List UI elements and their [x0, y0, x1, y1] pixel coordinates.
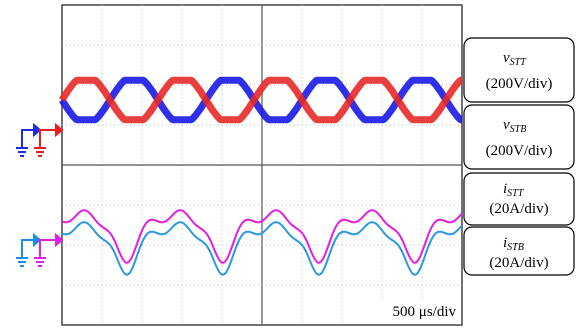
label-subscript: STT [510, 57, 528, 68]
label-scale: (20A/div) [489, 255, 548, 271]
label-subscript: STB [507, 242, 524, 253]
figure: vSTT(200V/div)vSTB(200V/div)iSTT(20A/div… [0, 0, 577, 330]
label-scale: (200V/div) [486, 76, 553, 92]
label-subscript: STB [510, 124, 527, 135]
label-box [464, 105, 574, 169]
label-box [464, 38, 574, 102]
label-subscript: STT [507, 188, 525, 199]
label-scale: (20A/div) [489, 201, 548, 217]
ground-markers [16, 125, 62, 266]
timebase: 500 μs/div [393, 304, 457, 320]
labels: vSTT(200V/div)vSTB(200V/div)iSTT(20A/div… [464, 38, 574, 275]
label-scale: (200V/div) [486, 143, 553, 159]
label-box [464, 173, 574, 225]
